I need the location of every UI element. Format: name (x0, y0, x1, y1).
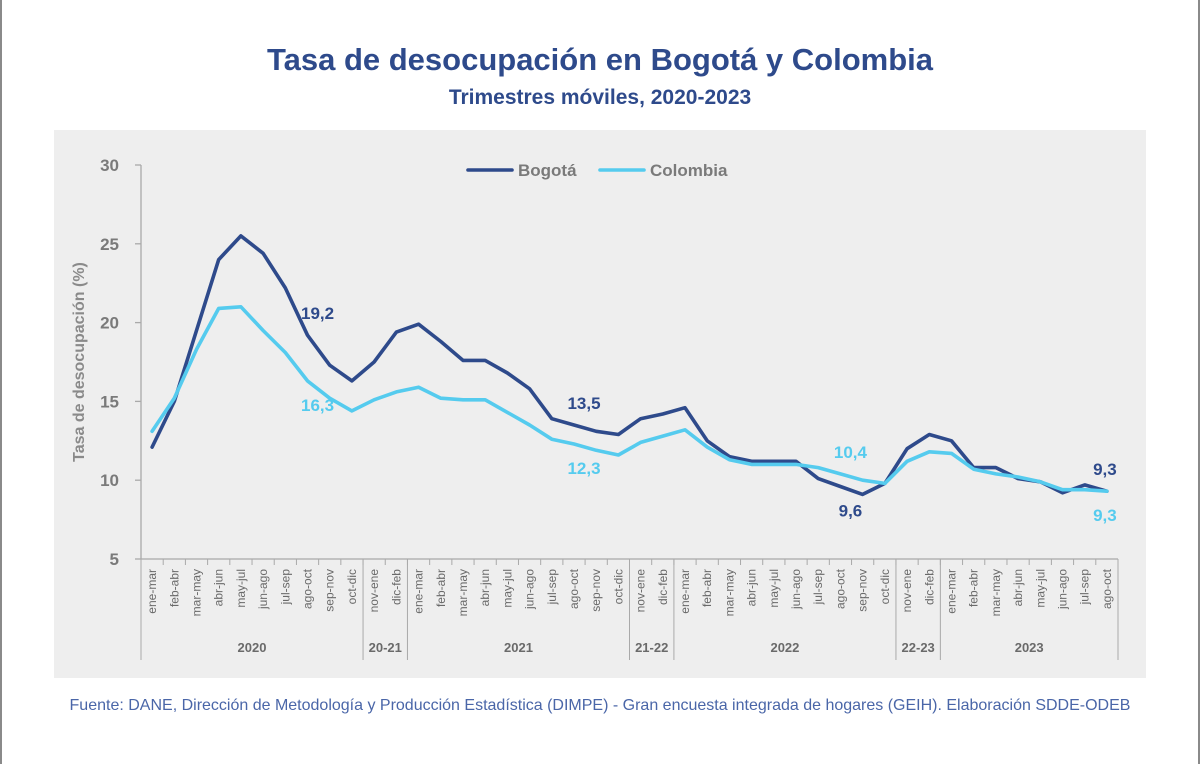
legend-label: Bogotá (518, 161, 577, 180)
frame-edge-left (0, 0, 2, 764)
y-tick-label: 15 (100, 392, 119, 411)
x-tick-label: jul-sep (545, 569, 559, 606)
x-tick-label: oct-dic (611, 569, 625, 604)
x-tick-label: sep-nov (323, 569, 337, 612)
y-tick-label: 25 (100, 235, 119, 254)
x-tick-label: mar-may (190, 569, 204, 616)
x-tick-label: jun-ago (789, 569, 803, 610)
data-label: 9,6 (839, 502, 863, 521)
x-tick-label: mar-may (722, 569, 736, 616)
x-tick-label: oct-dic (878, 569, 892, 604)
group-label: 21-22 (635, 640, 668, 655)
x-tick-label: feb-abr (434, 569, 448, 607)
group-label: 2022 (770, 640, 799, 655)
group-label: 2023 (1015, 640, 1044, 655)
x-tick-label: ene-mar (944, 569, 958, 614)
group-label: 2021 (504, 640, 533, 655)
x-tick-label: ene-mar (145, 569, 159, 614)
x-tick-label: feb-abr (967, 569, 981, 607)
data-label: 9,3 (1093, 460, 1117, 479)
x-tick-label: jul-sep (278, 569, 292, 606)
x-tick-label: abr-jun (478, 569, 492, 606)
x-tick-label: abr-jun (1011, 569, 1025, 606)
x-tick-label: ago-oct (1100, 568, 1114, 609)
data-label: 10,4 (834, 443, 868, 462)
x-tick-label: ago-oct (833, 568, 847, 609)
x-tick-label: jun-ago (523, 569, 537, 610)
y-tick-label: 10 (100, 471, 119, 490)
chart-panel: 5 10 15 20 25 30 Tasa de desocupación (%) ene-m… (54, 130, 1146, 678)
x-tick-label: mar-may (456, 569, 470, 616)
x-tick-label: sep-nov (589, 569, 603, 612)
x-tick-label: oct-dic (345, 569, 359, 604)
data-label: 12,3 (567, 459, 600, 478)
x-tick-label: jun-ago (256, 569, 270, 610)
y-tick-label: 30 (100, 156, 119, 175)
x-tick-label: sep-nov (856, 569, 870, 612)
x-tick-label: ago-oct (567, 568, 581, 609)
data-label: 9,3 (1093, 506, 1117, 525)
x-tick-label: may-jul (500, 569, 514, 608)
x-tick-label: nov-ene (367, 569, 381, 613)
x-tick-label: dic-feb (389, 569, 403, 605)
x-tick-label: abr-jun (745, 569, 759, 606)
source-note: Fuente: DANE, Dirección de Metodología y… (69, 697, 1131, 714)
y-axis-label: Tasa de desocupación (%) (71, 262, 88, 462)
group-label: 20-21 (369, 640, 402, 655)
x-tick-label: jun-ago (1055, 569, 1069, 610)
data-label: 16,3 (301, 396, 334, 415)
series-line-colombia (150, 305, 1109, 494)
x-tick-label: ene-mar (412, 569, 426, 614)
x-tick-label: ago-oct (301, 568, 315, 609)
y-tick-label: 5 (110, 550, 119, 569)
x-tick-label: may-jul (234, 569, 248, 608)
x-tick-label: ene-mar (678, 569, 692, 614)
group-label: 22-23 (902, 640, 935, 655)
x-tick-label: may-jul (767, 569, 781, 608)
group-label: 2020 (238, 640, 267, 655)
x-tick-label: abr-jun (212, 569, 226, 606)
x-tick-label: nov-ene (900, 569, 914, 613)
line-chart: 5 10 15 20 25 30 Tasa de desocupación (%) ene-m… (71, 156, 1119, 660)
series-line-bogota (150, 234, 1109, 497)
x-tick-label: dic-feb (922, 569, 936, 605)
x-tick-label: feb-abr (700, 569, 714, 607)
x-tick-label: dic-feb (656, 569, 670, 605)
y-tick-label: 20 (100, 314, 119, 333)
x-tick-label: may-jul (1033, 569, 1047, 608)
x-tick-label: feb-abr (167, 569, 181, 607)
x-tick-label: jul-sep (811, 569, 825, 606)
chart-title: Tasa de desocupación en Bogotá y Colombi… (266, 42, 934, 77)
chart-subtitle: Trimestres móviles, 2020-2023 (448, 86, 752, 109)
x-tick-label: nov-ene (634, 569, 648, 613)
frame-edge-right (1198, 0, 1200, 764)
data-label: 13,5 (567, 394, 600, 413)
x-tick-label: mar-may (989, 569, 1003, 616)
data-label: 19,2 (301, 304, 334, 323)
legend-label: Colombia (650, 161, 728, 180)
x-tick-label: jul-sep (1078, 569, 1092, 606)
